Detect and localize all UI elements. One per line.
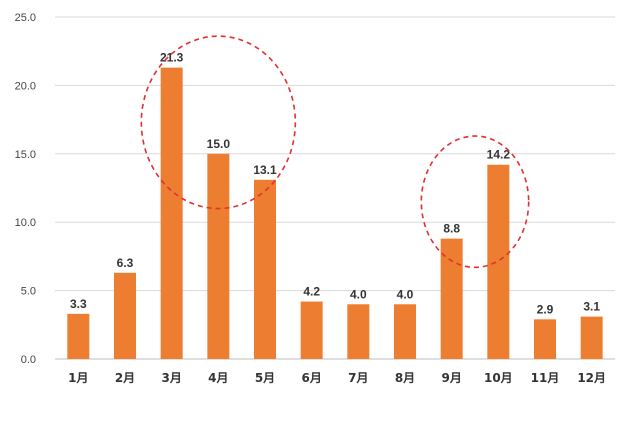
x-tick-label: 3月 bbox=[161, 371, 181, 385]
bar bbox=[207, 153, 230, 359]
data-label: 8.8 bbox=[443, 222, 460, 236]
data-label: 21.3 bbox=[160, 51, 184, 65]
x-tick-label: 11月 bbox=[531, 371, 560, 385]
y-tick-label: 15.0 bbox=[15, 149, 36, 161]
gridlines bbox=[55, 16, 615, 360]
y-tick-label: 10.0 bbox=[15, 217, 36, 229]
bar bbox=[300, 301, 323, 359]
bars bbox=[67, 67, 603, 359]
bar bbox=[487, 164, 510, 359]
x-tick-label: 6月 bbox=[301, 371, 321, 385]
y-tick-label: 20.0 bbox=[15, 80, 36, 92]
y-tick-label: 25.0 bbox=[15, 12, 36, 24]
x-tick-label: 12月 bbox=[577, 371, 606, 385]
x-tick-label: 9月 bbox=[441, 371, 461, 385]
bar bbox=[534, 319, 556, 359]
x-tick-label: 4月 bbox=[208, 371, 228, 385]
data-label: 14.2 bbox=[487, 148, 511, 162]
x-tick-label: 7月 bbox=[348, 371, 368, 385]
bar bbox=[67, 313, 90, 359]
bar bbox=[440, 238, 463, 359]
data-label: 13.1 bbox=[253, 163, 277, 177]
x-tick-label: 10月 bbox=[484, 371, 513, 385]
x-tick-label: 8月 bbox=[395, 371, 415, 385]
y-axis-tick-labels: 0.0 5.0 10.0 15.0 20.0 25.0 bbox=[15, 12, 36, 366]
x-tick-label: 1月 bbox=[68, 371, 88, 385]
y-tick-label: 5.0 bbox=[21, 286, 36, 298]
highlight-ellipse bbox=[140, 35, 297, 210]
data-label: 4.0 bbox=[397, 287, 414, 301]
data-label: 6.3 bbox=[117, 256, 134, 270]
data-label: 4.0 bbox=[350, 287, 367, 301]
data-labels: 3.3 6.3 21.3 15.0 13.1 4.2 4.0 4.0 8.8 14.2 2.9 3.1 bbox=[70, 51, 600, 317]
highlight-ellipse bbox=[420, 135, 530, 269]
data-label: 2.9 bbox=[537, 302, 554, 316]
data-label: 3.1 bbox=[583, 300, 600, 314]
bar bbox=[114, 272, 136, 359]
y-tick-label: 0.0 bbox=[21, 354, 36, 366]
data-label: 3.3 bbox=[70, 297, 87, 311]
x-tick-label: 2月 bbox=[115, 371, 135, 385]
x-tick-label: 5月 bbox=[255, 371, 275, 385]
bar bbox=[254, 179, 276, 359]
bar bbox=[160, 67, 183, 359]
x-axis-tick-labels: 1月 2月 3月 4月 5月 6月 7月 8月 9月 10月 11月 12月 bbox=[68, 371, 606, 385]
bar bbox=[580, 316, 603, 359]
data-label: 15.0 bbox=[207, 137, 231, 151]
bar bbox=[347, 304, 370, 359]
highlight-annotations bbox=[140, 35, 530, 269]
bar bbox=[394, 304, 416, 359]
data-label: 4.2 bbox=[303, 285, 320, 299]
